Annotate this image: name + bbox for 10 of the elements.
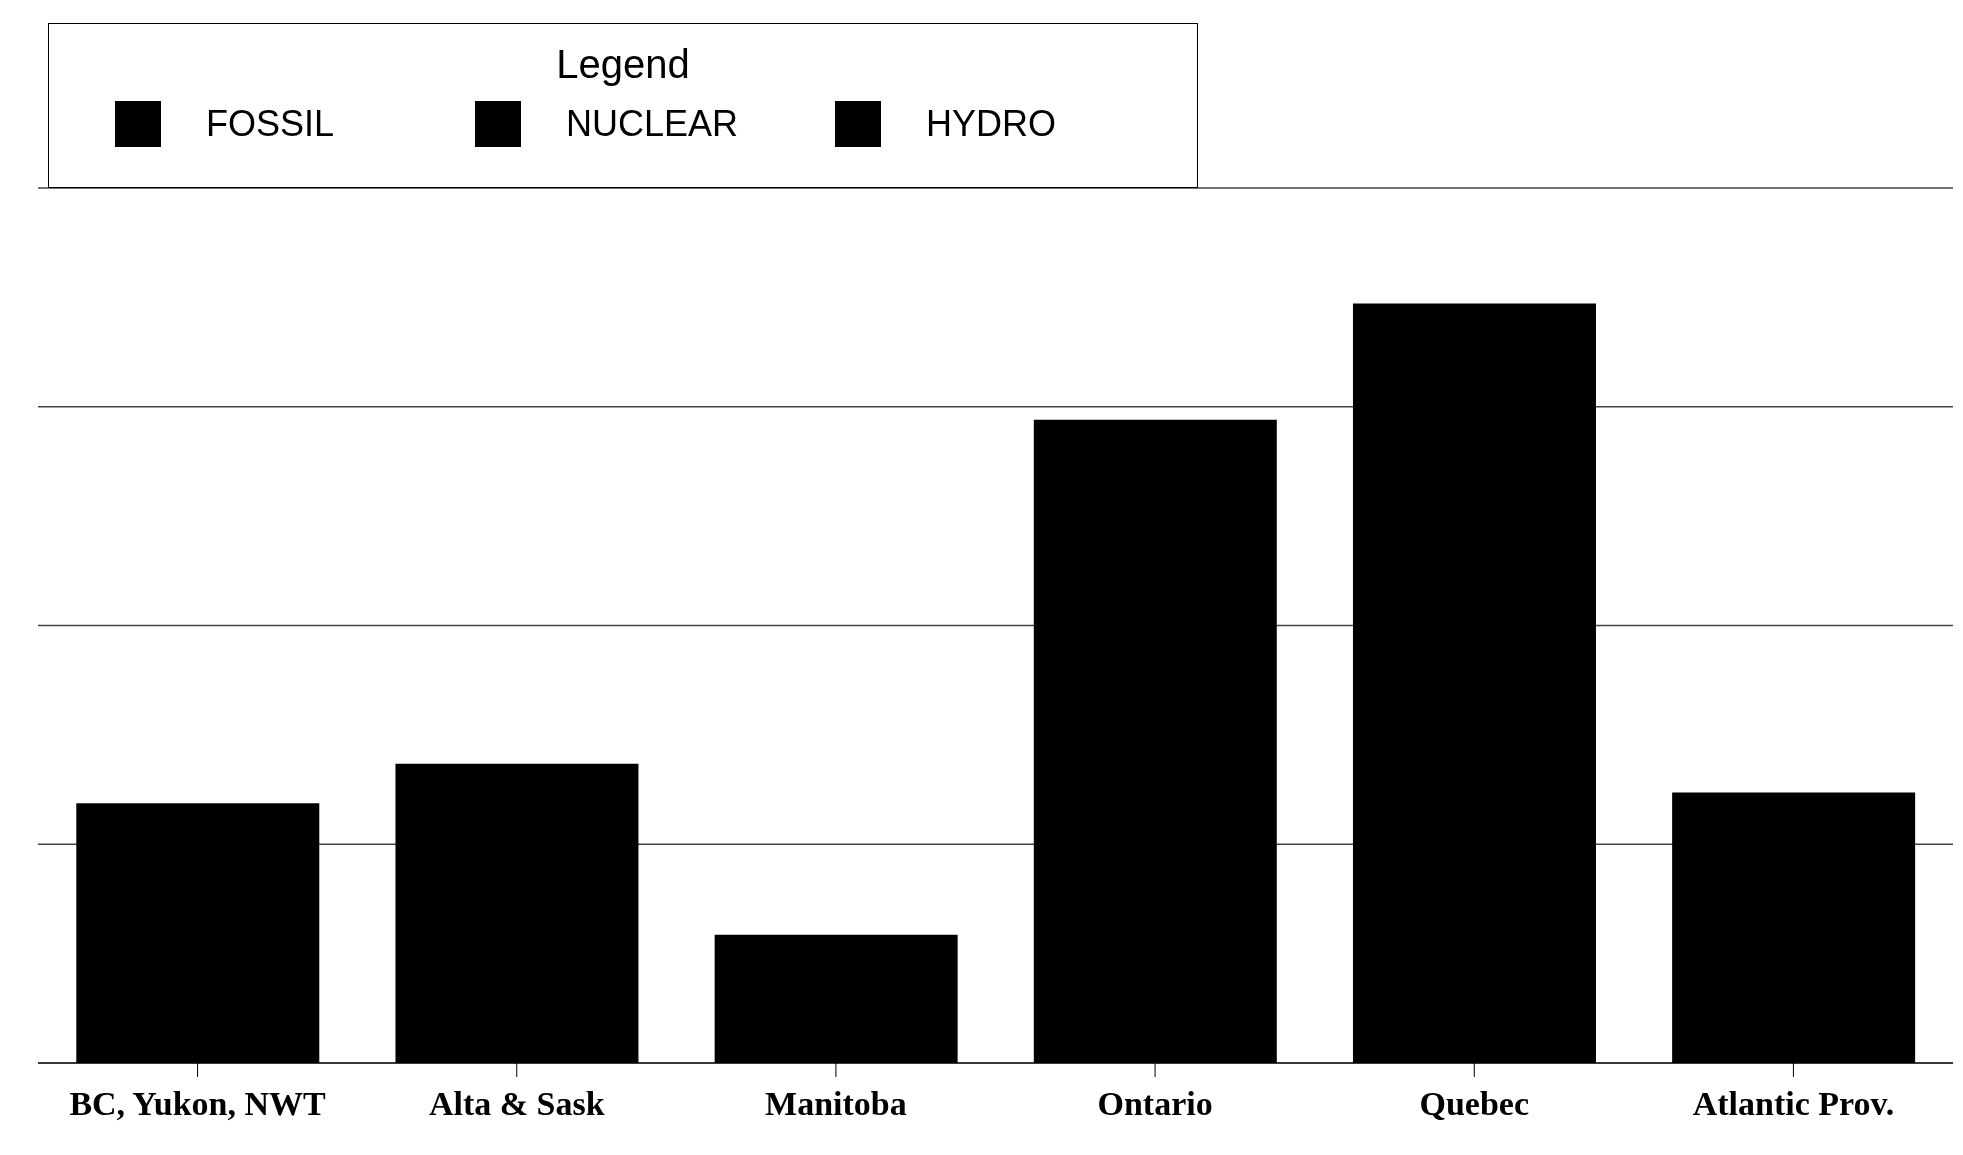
legend-label: NUCLEAR — [566, 103, 739, 145]
x-tick-label: Manitoba — [765, 1085, 907, 1123]
x-tick-label: Quebec — [1419, 1085, 1530, 1123]
x-tick-label: Atlantic Prov. — [1692, 1085, 1895, 1123]
x-tick-label: Ontario — [1097, 1085, 1213, 1123]
legend-title: Legend — [555, 42, 691, 87]
legend-label: FOSSIL — [206, 103, 335, 145]
x-tick-label: Alta & Sask — [428, 1085, 605, 1123]
x-tick-label: BC, Yukon, NWT — [69, 1085, 327, 1123]
legend-label: HYDRO — [926, 103, 1057, 145]
